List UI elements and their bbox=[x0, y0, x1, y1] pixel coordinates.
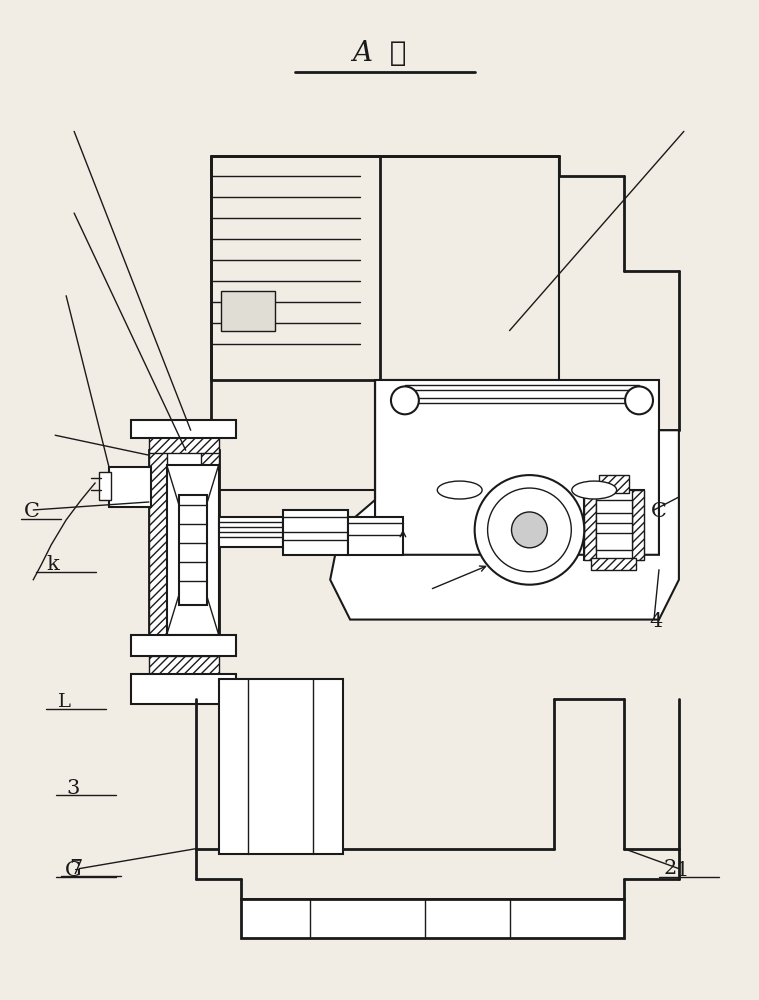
Ellipse shape bbox=[437, 481, 482, 499]
Bar bbox=[219, 517, 283, 547]
Bar bbox=[131, 635, 235, 656]
Circle shape bbox=[474, 475, 584, 585]
Bar bbox=[405, 385, 639, 403]
Text: 1: 1 bbox=[676, 861, 688, 880]
Text: A  向: A 向 bbox=[352, 40, 406, 67]
Bar bbox=[99, 472, 111, 500]
Bar bbox=[149, 435, 219, 453]
Circle shape bbox=[512, 512, 547, 548]
Bar bbox=[109, 467, 151, 507]
Bar bbox=[632, 490, 644, 560]
Text: G: G bbox=[65, 861, 81, 880]
Bar bbox=[167, 465, 219, 635]
Bar bbox=[221, 291, 276, 331]
Text: 3: 3 bbox=[67, 779, 80, 798]
Text: 7: 7 bbox=[69, 859, 82, 878]
Bar bbox=[599, 475, 629, 493]
Ellipse shape bbox=[572, 481, 616, 499]
Bar bbox=[149, 450, 167, 649]
Bar bbox=[584, 490, 644, 560]
Bar bbox=[375, 380, 659, 555]
Text: C: C bbox=[24, 502, 39, 521]
Bar bbox=[219, 679, 343, 854]
Text: k: k bbox=[46, 555, 59, 574]
Text: 2: 2 bbox=[664, 859, 677, 878]
Bar bbox=[131, 420, 235, 438]
Bar bbox=[241, 899, 624, 938]
Circle shape bbox=[391, 386, 419, 414]
Circle shape bbox=[487, 488, 572, 572]
Bar bbox=[200, 450, 219, 649]
Bar bbox=[591, 558, 636, 570]
Circle shape bbox=[625, 386, 653, 414]
Text: L: L bbox=[58, 693, 71, 711]
Bar bbox=[149, 656, 219, 674]
Text: C: C bbox=[651, 502, 667, 521]
Bar bbox=[584, 490, 597, 560]
Bar bbox=[348, 517, 403, 555]
Text: 4: 4 bbox=[650, 612, 663, 631]
Bar bbox=[597, 500, 632, 550]
Bar bbox=[283, 510, 348, 555]
Polygon shape bbox=[330, 380, 679, 620]
Bar bbox=[131, 674, 235, 704]
Bar bbox=[149, 450, 219, 649]
Bar bbox=[178, 495, 206, 605]
